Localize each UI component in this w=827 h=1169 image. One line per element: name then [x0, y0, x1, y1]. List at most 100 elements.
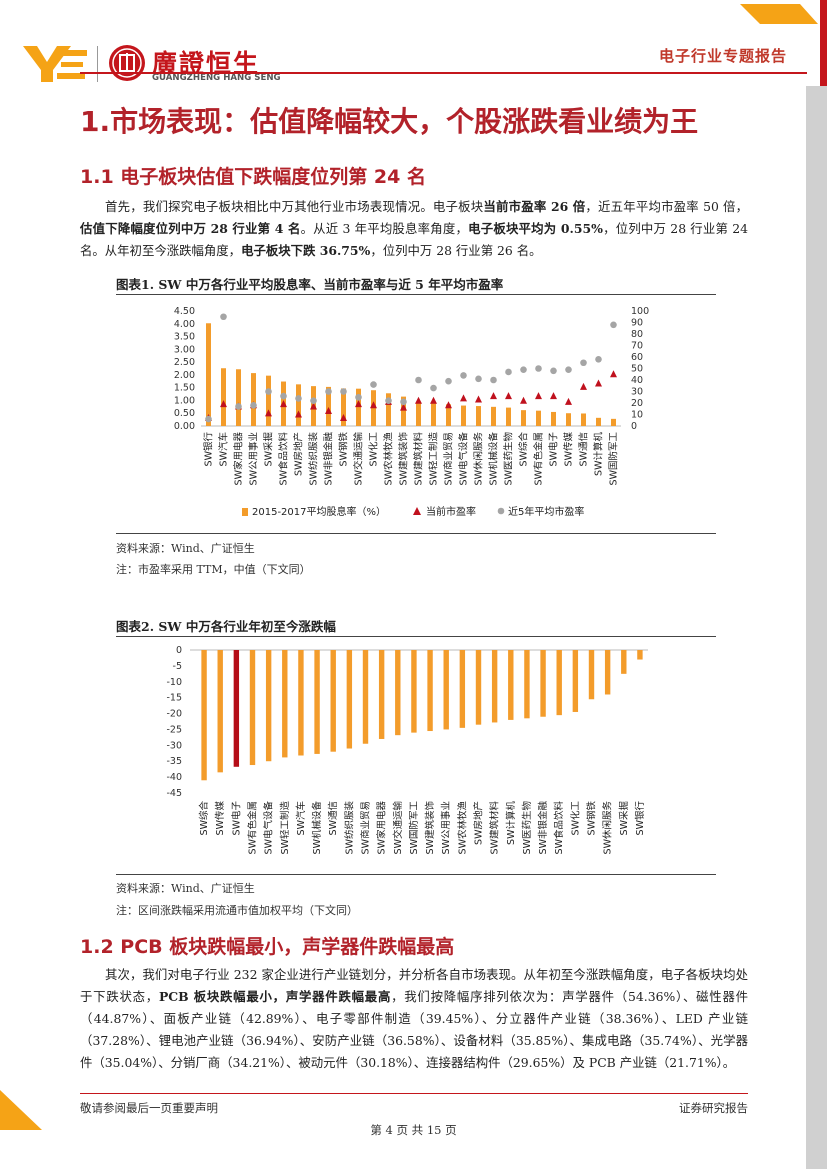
- avg5y-pe-marker: [250, 402, 257, 409]
- avg5y-pe-marker: [415, 376, 422, 384]
- current-pe-marker: [370, 401, 377, 409]
- x-tick-label: SW传媒: [563, 432, 575, 467]
- dividend-bar: [401, 396, 406, 426]
- logo-divider: [97, 46, 98, 82]
- current-pe-marker: [220, 400, 227, 408]
- current-pe-marker: [490, 392, 497, 400]
- header-accent-band: [740, 0, 827, 90]
- figure1-top-rule: [116, 294, 716, 295]
- y-left-tick-label: 1.00: [174, 395, 195, 406]
- dividend-bar: [386, 393, 391, 426]
- paragraph-bold-segment: 电子板块平均为 0.55%: [468, 221, 603, 236]
- x-tick-label: SW传媒: [214, 801, 226, 836]
- figure2-chart: 0 -5 -10 -15 -20 -25 -30 -35 -40 -45 SW综合 SW传媒 SW电子 S…: [166, 645, 648, 855]
- dividend-bar: [491, 406, 496, 426]
- current-pe-marker: [535, 392, 542, 400]
- current-pe-marker: [550, 392, 557, 400]
- y-left-tick-label: 1.50: [174, 383, 195, 394]
- dividend-bar: [296, 384, 301, 426]
- return-bar: [427, 650, 433, 732]
- return-bar: [540, 650, 546, 717]
- x-tick-label: SW综合: [518, 432, 530, 467]
- return-bar: [265, 650, 272, 762]
- dividend-bar: [476, 406, 481, 426]
- x-tick-label: SW钢铁: [338, 432, 350, 467]
- legend-current-pe-swatch: [413, 507, 421, 515]
- return-bar: [443, 650, 449, 730]
- return-bar: [362, 650, 369, 744]
- x-tick-label: SW医药生物: [503, 432, 515, 486]
- current-pe-marker: [460, 394, 467, 402]
- x-tick-label: SW商业贸易: [443, 432, 455, 485]
- avg5y-pe-marker: [610, 321, 617, 329]
- x-tick-label: SW汽车: [218, 432, 230, 466]
- current-pe-marker: [415, 396, 422, 404]
- current-pe-marker: [280, 400, 287, 408]
- avg5y-pe-marker: [445, 377, 452, 385]
- y-left-tick-label: 0.00: [174, 421, 195, 432]
- y-right-tick-label: 10: [631, 410, 643, 421]
- x-tick-label: SW轻工制造: [279, 801, 291, 855]
- y-left-tick-label: 2.50: [174, 357, 195, 368]
- current-pe-marker: [475, 395, 482, 403]
- return-bar: [491, 650, 498, 723]
- y-tick-label: -5: [173, 661, 182, 672]
- legend-dividend-swatch: [242, 508, 248, 516]
- x-tick-label: SW公用事业: [440, 801, 452, 854]
- avg5y-pe-marker: [220, 313, 227, 321]
- dividend-bar: [266, 375, 271, 426]
- x-tick-label: SW农林牧渔: [383, 432, 395, 486]
- y-tick-label: -30: [166, 740, 182, 751]
- x-tick-label: SW建筑装饰: [398, 432, 410, 485]
- current-pe-marker: [565, 397, 572, 405]
- return-bar: [298, 650, 304, 756]
- dividend-bar: [596, 417, 601, 426]
- report-type: 电子行业专题报告: [658, 47, 787, 65]
- x-tick-label: SW银行: [634, 801, 646, 836]
- x-tick-label: SW建筑装饰: [424, 801, 436, 854]
- footer-rule: [80, 1093, 748, 1094]
- legend-current-pe-label: 当前市盈率: [426, 505, 476, 518]
- return-bar: [475, 650, 482, 725]
- paragraph-bold-segment: 电子板块下跌 36.75%: [241, 243, 371, 258]
- figure2-top-rule: [116, 636, 716, 637]
- x-tick-label: SW房地产: [293, 432, 305, 476]
- x-tick-label: SW钢铁: [586, 801, 598, 836]
- return-bar: [508, 650, 514, 720]
- y-left-tick-label: 4.00: [174, 319, 195, 330]
- avg5y-pe-marker: [370, 381, 377, 388]
- x-tick-label: SW电气设备: [458, 432, 470, 486]
- current-pe-marker: [505, 392, 512, 400]
- return-bar: [395, 650, 401, 736]
- x-tick-label: SW交通运输: [353, 432, 365, 486]
- dividend-bar: [551, 411, 556, 426]
- y-right-tick-label: 0: [631, 421, 637, 432]
- return-bar: [524, 650, 530, 719]
- x-tick-label: SW纺织服装: [308, 432, 320, 486]
- x-tick-label: SW有色金属: [247, 801, 259, 854]
- current-pe-marker: [430, 396, 437, 404]
- dividend-bar: [431, 402, 436, 426]
- footer-report-label: 证券研究报告: [679, 1101, 748, 1115]
- page-number: 第 4 页 共 15 页: [370, 1123, 457, 1137]
- subsection-title-1-2: 1.2 PCB 板块跌幅最小，声学器件跌幅最高: [80, 936, 455, 958]
- dividend-bar: [446, 404, 451, 426]
- y-right-tick-label: 30: [631, 387, 643, 398]
- y-tick-label: -15: [166, 693, 182, 704]
- figure2-bottom-rule: [116, 874, 716, 875]
- current-pe-marker: [355, 400, 362, 408]
- paragraph-1-1: 首先，我们探究电子板块相比中万其他行业市场表现情况。电子板块当前市盈率 26 倍…: [80, 196, 748, 262]
- x-tick-label: SW化工: [368, 432, 380, 467]
- y-tick-label: -45: [166, 788, 182, 799]
- avg5y-pe-marker: [325, 388, 332, 395]
- x-tick-label: SW农林牧渔: [456, 801, 468, 855]
- x-tick-label: SW化工: [569, 801, 581, 836]
- paragraph-segment: ，近五年平均市盈率 50 倍，: [585, 199, 748, 214]
- current-pe-marker: [310, 402, 317, 410]
- footer-accent-icon: [0, 1090, 42, 1130]
- current-pe-marker: [325, 407, 332, 415]
- y-right-tick-label: 100: [631, 306, 649, 317]
- x-tick-label: SW食品饮料: [278, 432, 290, 486]
- avg5y-pe-marker: [400, 398, 407, 406]
- logo-english-name: GUANGZHENG HANG SENG: [152, 73, 281, 83]
